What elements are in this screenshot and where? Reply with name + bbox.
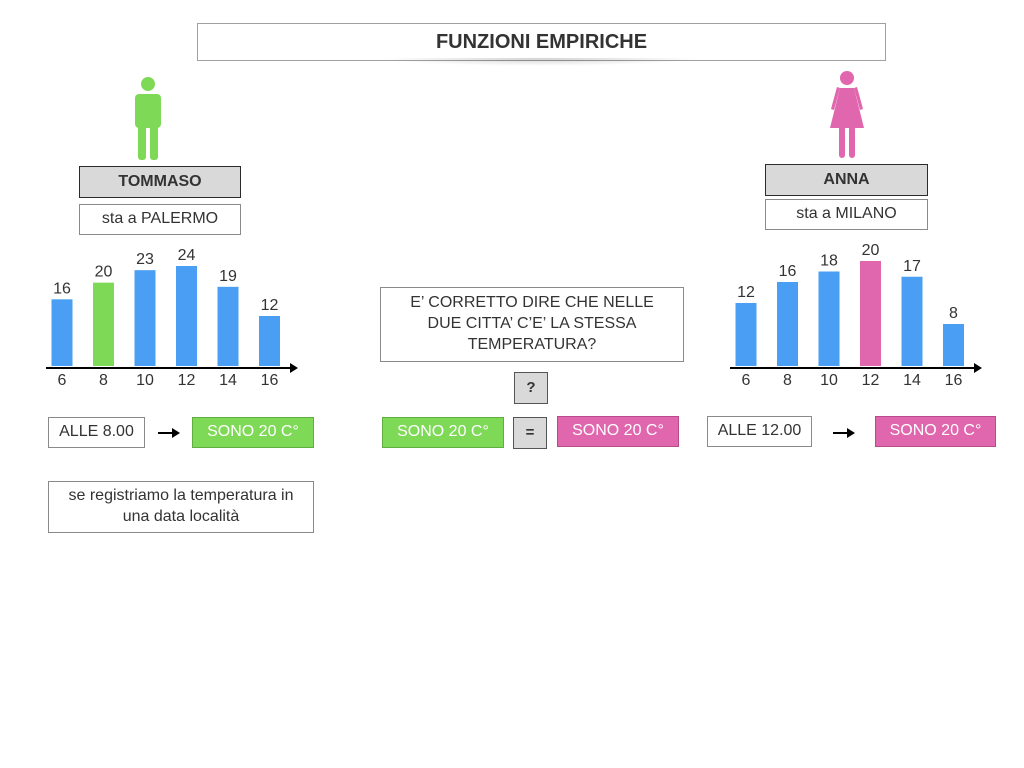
anna-city-label: sta a MILANO bbox=[765, 199, 928, 230]
data-label: 16 bbox=[779, 263, 797, 280]
bar bbox=[901, 276, 923, 366]
left-note: se registriamo la temperatura in una dat… bbox=[48, 481, 314, 533]
palermo-temperature-chart: 16 6 20 8 23 10 24 12 19 14 12 16 bbox=[46, 247, 298, 389]
x-axis-arrow bbox=[290, 363, 298, 373]
question-mark-box: ? bbox=[514, 372, 548, 404]
bar bbox=[176, 266, 197, 366]
x-tick-label: 14 bbox=[903, 372, 921, 389]
anna-name-label: ANNA bbox=[765, 164, 928, 196]
center-right-value: SONO 20 C° bbox=[557, 416, 679, 447]
bar bbox=[860, 261, 881, 366]
x-tick-label: 6 bbox=[742, 372, 751, 389]
data-label: 23 bbox=[136, 251, 154, 268]
center-left-value: SONO 20 C° bbox=[382, 417, 504, 448]
x-tick-label: 16 bbox=[261, 372, 279, 389]
x-tick-label: 8 bbox=[99, 372, 108, 389]
right-arrow-icon bbox=[833, 428, 855, 438]
tommaso-name-label: TOMMASO bbox=[79, 166, 241, 198]
data-label: 18 bbox=[820, 253, 838, 270]
x-tick-label: 8 bbox=[783, 372, 792, 389]
bar bbox=[134, 270, 156, 366]
right-result-label: SONO 20 C° bbox=[875, 416, 996, 447]
x-tick-label: 10 bbox=[820, 372, 838, 389]
bar bbox=[943, 324, 964, 366]
bar bbox=[259, 316, 280, 366]
tommaso-city-label: sta a PALERMO bbox=[79, 204, 241, 235]
bar bbox=[217, 286, 239, 366]
data-label: 17 bbox=[903, 258, 921, 275]
milano-temperature-chart: 12 6 16 8 18 10 20 12 17 14 8 16 bbox=[730, 242, 982, 389]
x-axis-arrow bbox=[974, 363, 982, 373]
bar bbox=[777, 282, 798, 366]
female-person-icon bbox=[830, 71, 864, 158]
x-tick-label: 6 bbox=[58, 372, 67, 389]
data-label: 24 bbox=[178, 247, 196, 264]
x-tick-label: 16 bbox=[945, 372, 963, 389]
bar bbox=[51, 299, 73, 366]
left-result-label: SONO 20 C° bbox=[192, 417, 314, 448]
left-time-label: ALLE 8.00 bbox=[48, 417, 145, 448]
x-tick-label: 14 bbox=[219, 372, 237, 389]
data-label: 12 bbox=[261, 297, 279, 314]
x-tick-label: 12 bbox=[862, 372, 880, 389]
question-box: E’ CORRETTO DIRE CHE NELLE DUE CITTA’ C’… bbox=[380, 287, 684, 362]
data-label: 20 bbox=[95, 264, 113, 281]
data-label: 8 bbox=[949, 305, 958, 322]
bar bbox=[93, 282, 114, 366]
page-title: FUNZIONI EMPIRICHE bbox=[197, 23, 886, 61]
bar bbox=[818, 271, 840, 366]
left-arrow-icon bbox=[158, 428, 180, 438]
male-person-icon bbox=[135, 77, 161, 160]
x-tick-label: 12 bbox=[178, 372, 196, 389]
data-label: 12 bbox=[737, 284, 755, 301]
bar bbox=[735, 303, 757, 366]
data-label: 19 bbox=[219, 268, 237, 285]
x-tick-label: 10 bbox=[136, 372, 154, 389]
title-shadow bbox=[380, 58, 700, 66]
equals-box: = bbox=[513, 417, 547, 449]
data-label: 20 bbox=[862, 242, 880, 259]
right-time-label: ALLE 12.00 bbox=[707, 416, 812, 447]
data-label: 16 bbox=[53, 280, 71, 297]
